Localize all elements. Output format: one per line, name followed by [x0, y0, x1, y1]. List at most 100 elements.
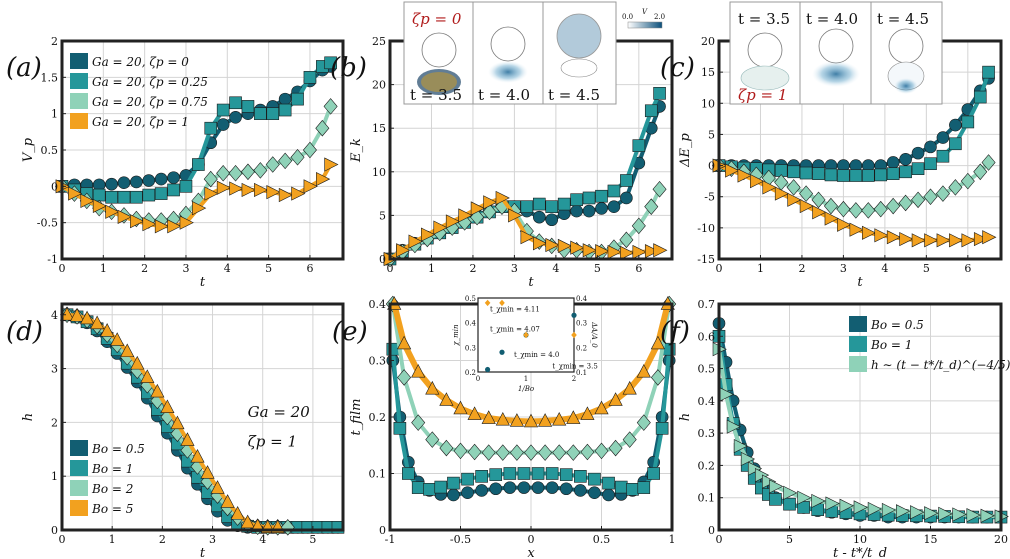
- x-tick-label: -0.5: [450, 533, 471, 546]
- data-point: [935, 185, 950, 202]
- data-point: [423, 483, 436, 496]
- data-point: [324, 157, 339, 172]
- data-point: [210, 480, 225, 494]
- data-point: [130, 214, 145, 229]
- data-point: [265, 156, 280, 173]
- data-point: [733, 438, 749, 454]
- y-tick-label: 15: [372, 122, 386, 135]
- data-point: [402, 467, 415, 480]
- y-tick-label: 5: [708, 128, 715, 141]
- data-point: [982, 230, 997, 245]
- data-point: [291, 92, 304, 106]
- data-point: [632, 139, 646, 152]
- x-tick-label: 15: [924, 533, 938, 546]
- data-point: [910, 505, 925, 520]
- y-tick-label: 0.4: [369, 298, 387, 311]
- inset-point-left: [571, 312, 577, 318]
- y-tick-label: 0.1: [369, 468, 387, 481]
- data-point: [503, 467, 517, 480]
- data-point: [105, 190, 118, 204]
- data-point: [861, 202, 876, 219]
- data-point: [949, 118, 962, 132]
- y-axis-label: h: [21, 413, 36, 421]
- data-point: [150, 383, 165, 398]
- y-tick-label: 0: [379, 524, 386, 537]
- data-point: [495, 190, 510, 206]
- data-point: [180, 432, 195, 446]
- data-point: [636, 363, 651, 378]
- legend-entry: Bo = 1: [91, 462, 133, 476]
- data-point: [936, 233, 951, 248]
- y-tick-label: 0.5: [41, 144, 59, 157]
- inset-point-left: [499, 349, 505, 355]
- snapshot-c-time-1: t = 3.5: [738, 10, 790, 28]
- x-tick-label: 6: [306, 262, 313, 275]
- data-point: [783, 485, 798, 500]
- data-point: [120, 343, 135, 358]
- data-point: [652, 180, 667, 198]
- data-point: [90, 315, 105, 330]
- data-point: [811, 493, 826, 509]
- data-point: [200, 465, 215, 479]
- y-tick-label: 0.4: [698, 395, 716, 408]
- x-tick-label: 2: [798, 262, 805, 275]
- inset-point-right: [571, 331, 577, 339]
- data-point: [622, 380, 637, 395]
- data-point: [532, 197, 546, 211]
- data-point: [229, 111, 242, 124]
- data-point: [823, 197, 838, 215]
- data-point: [453, 442, 468, 460]
- legend-entry: Bo = 1: [870, 338, 912, 352]
- y-tick-label: 0: [51, 180, 58, 193]
- data-point: [750, 174, 765, 189]
- x-tick-label: 3: [840, 262, 847, 275]
- data-point: [644, 244, 660, 259]
- x-tick-label: 4: [259, 533, 266, 546]
- y-tick-label: 0.3: [369, 355, 387, 368]
- data-point: [291, 186, 306, 201]
- data-point: [861, 225, 877, 240]
- data-point: [631, 217, 646, 235]
- x-tick-label: 4: [224, 262, 231, 275]
- x-tick-label: 3: [209, 533, 216, 546]
- y-axis-label: t_film: [349, 399, 364, 436]
- y-tick-label: 0: [379, 253, 386, 266]
- data-point: [59, 306, 75, 321]
- data-point: [216, 118, 230, 131]
- data-point: [220, 494, 235, 508]
- y-axis-label: E_k: [349, 138, 364, 163]
- data-point: [323, 98, 338, 115]
- data-point: [769, 493, 782, 506]
- y-axis-label: ΔE_p: [678, 132, 693, 167]
- series-3: [385, 295, 677, 461]
- data-point: [461, 486, 474, 500]
- panel-f: 0 5 10 15 20 0 0.1 0.2 0.3 0.4 0.5 0.6 0.7 t - t*/t_d…: [660, 298, 1010, 559]
- data-point: [620, 191, 633, 205]
- y-tick-label: 0.6: [698, 330, 716, 343]
- data-point: [254, 107, 267, 120]
- data-point: [447, 476, 460, 490]
- data-point: [167, 171, 180, 184]
- data-point: [79, 310, 95, 325]
- inset-annotation: t_χmin = 3.5: [552, 362, 597, 370]
- legend-swatch: [70, 73, 88, 89]
- legend-swatch: [70, 53, 88, 69]
- data-point: [408, 234, 423, 249]
- data-point: [192, 158, 205, 171]
- data-point: [160, 399, 175, 414]
- data-point: [538, 413, 553, 427]
- legend-entry: h ∼ (t − t*/t_d)^(−4/5): [871, 358, 1010, 372]
- data-point: [545, 237, 560, 253]
- y-tick-label: 1: [51, 108, 58, 121]
- legend-swatch: [70, 460, 88, 476]
- data-point: [574, 470, 587, 483]
- data-point: [608, 392, 623, 406]
- data-point: [130, 355, 145, 370]
- x-tick-label: 1: [100, 262, 107, 275]
- inset-y-tick-label-right: 0.2: [576, 344, 587, 352]
- data-point: [973, 163, 988, 181]
- y-axis-label: h: [678, 413, 693, 421]
- data-point: [69, 307, 85, 322]
- y-tick-label: 3: [51, 363, 58, 376]
- data-point: [545, 200, 559, 213]
